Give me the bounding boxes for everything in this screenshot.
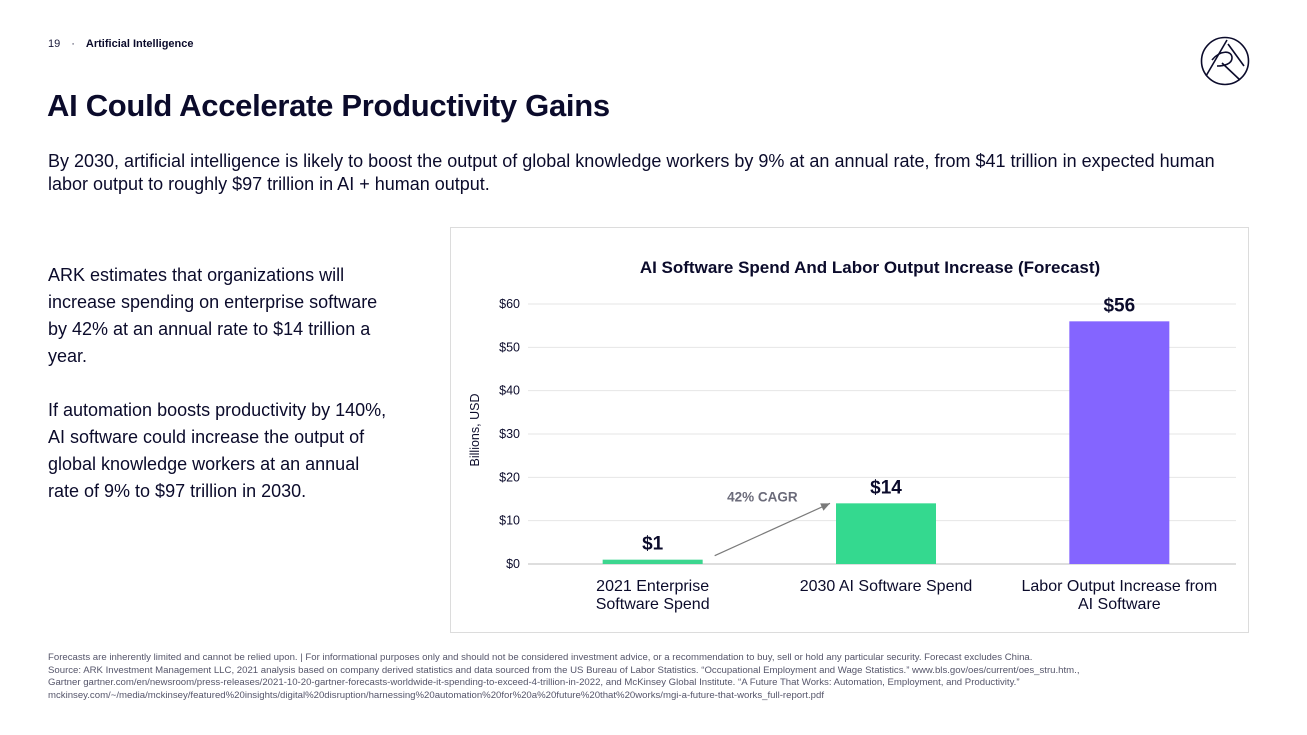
bar-2: [836, 503, 936, 564]
x-tick-label: 2021 Enterprise: [596, 578, 709, 595]
chart-container: AI Software Spend And Labor Output Incre…: [450, 227, 1249, 633]
page-number: 19: [48, 38, 61, 50]
y-tick-label: $20: [499, 470, 520, 484]
page-header: 19 · Artificial Intelligence: [48, 38, 194, 50]
x-tick-label: Labor Output Increase from: [1022, 578, 1218, 595]
cagr-annotation: 42% CAGR: [727, 490, 798, 505]
x-tick-label: 2030 AI Software Spend: [800, 578, 973, 595]
y-tick-label: $50: [499, 340, 520, 354]
chart-title: AI Software Spend And Labor Output Incre…: [640, 258, 1100, 277]
footnotes: Forecasts are inherently limited and can…: [48, 652, 1263, 702]
header-separator: ·: [71, 38, 75, 50]
section-name: Artificial Intelligence: [85, 38, 194, 50]
data-label-2: $14: [870, 477, 902, 498]
commentary: ARK estimates that organizations will in…: [48, 262, 388, 505]
bar-1: [602, 559, 703, 564]
y-tick-label: $0: [506, 557, 520, 571]
cagr-arrow-line: [714, 502, 831, 557]
y-tick-label: $30: [499, 427, 520, 441]
ark-logo-icon: [1200, 36, 1250, 86]
x-tick-label: AI Software: [1078, 596, 1161, 613]
y-tick-label: $40: [499, 384, 520, 398]
data-label-3: $56: [1103, 295, 1135, 316]
page-subtitle: By 2030, artificial intelligence is like…: [48, 151, 1215, 194]
footnote-line-1: Forecasts are inherently limited and can…: [48, 652, 1033, 663]
bar-3: [1069, 321, 1170, 564]
commentary-paragraph-2: If automation boosts productivity by 140…: [48, 400, 387, 501]
cagr-arrow-head: [820, 503, 830, 511]
y-tick-label: $10: [499, 514, 520, 528]
footnote-line-3: Gartner gartner.com/en/newsroom/press-re…: [48, 677, 1020, 688]
x-tick-label: Software Spend: [596, 596, 710, 613]
y-tick-label: $60: [499, 297, 520, 311]
bar-chart: AI Software Spend And Labor Output Incre…: [468, 258, 1236, 613]
footnote-line-4: mckinsey.com/~/media/mckinsey/featured%2…: [48, 689, 824, 701]
footnote-line-2: Source: ARK Investment Management LLC, 2…: [48, 664, 1080, 676]
data-label-1: $1: [642, 534, 664, 555]
page-title: AI Could Accelerate Productivity Gains: [47, 88, 610, 123]
y-axis-label: Billions, USD: [468, 394, 482, 467]
commentary-paragraph-1: ARK estimates that organizations will in…: [48, 265, 378, 366]
